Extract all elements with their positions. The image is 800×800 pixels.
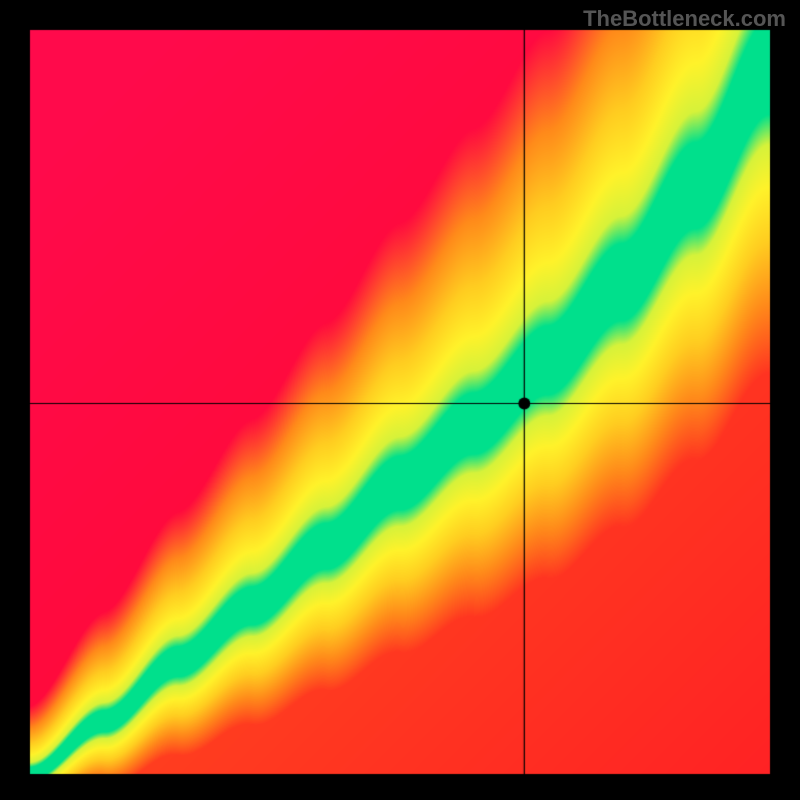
watermark-label: TheBottleneck.com <box>583 6 786 32</box>
bottleneck-heatmap <box>0 0 800 800</box>
chart-container: TheBottleneck.com <box>0 0 800 800</box>
